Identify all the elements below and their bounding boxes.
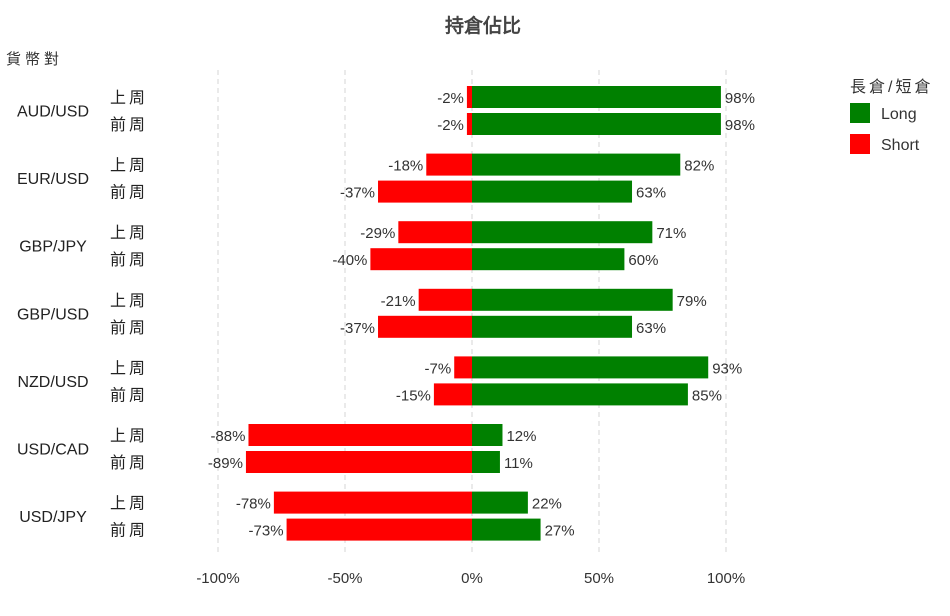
x-tick-label: 100%: [707, 570, 745, 587]
x-tick-label: -50%: [327, 570, 362, 587]
period-label: 上周: [110, 292, 148, 310]
period-label: 前周: [110, 454, 148, 472]
short-value-label: -2%: [437, 90, 464, 107]
period-label: 上周: [110, 495, 148, 513]
category-label: USD/JPY: [19, 509, 87, 526]
long-bar: [472, 315, 633, 338]
long-value-label: 93%: [712, 360, 742, 377]
short-bar: [378, 180, 472, 203]
long-bar: [472, 288, 673, 311]
category-label: EUR/USD: [17, 171, 89, 188]
legend: 長倉/短倉 Long Short: [850, 78, 933, 154]
long-bar: [472, 491, 528, 514]
short-value-label: -37%: [340, 320, 375, 337]
short-value-label: -40%: [332, 252, 367, 269]
period-label: 前周: [110, 116, 148, 134]
long-value-label: 98%: [725, 117, 755, 134]
short-bar: [454, 356, 472, 379]
long-value-label: 60%: [628, 252, 658, 269]
short-bar: [426, 153, 472, 176]
long-value-label: 85%: [692, 387, 722, 404]
long-bar: [472, 221, 653, 244]
long-value-label: 63%: [636, 320, 666, 337]
short-bar: [273, 491, 472, 514]
short-bar: [433, 383, 472, 406]
period-label: 上周: [110, 359, 148, 377]
short-value-label: -7%: [425, 360, 452, 377]
x-tick-label: 0%: [461, 570, 483, 587]
legend-swatch-long: [850, 103, 870, 123]
long-bar: [472, 356, 709, 379]
short-value-label: -37%: [340, 185, 375, 202]
category-label: NZD/USD: [17, 374, 88, 391]
long-value-label: 98%: [725, 90, 755, 107]
short-bar: [378, 315, 472, 338]
category-label: GBP/JPY: [19, 239, 87, 256]
long-bar: [472, 153, 681, 176]
x-tick-label: -100%: [196, 570, 239, 587]
x-axis-ticks: -100% -50% 0% 50% 100%: [196, 570, 745, 587]
category-label: AUD/USD: [17, 104, 89, 121]
category-labels: AUD/USD上周前周EUR/USD上周前周GBP/JPY上周前周GBP/USD…: [17, 89, 148, 540]
short-value-label: -89%: [208, 455, 243, 472]
short-value-label: -21%: [381, 293, 416, 310]
short-bar: [466, 113, 472, 135]
short-value-label: -88%: [210, 428, 245, 445]
legend-label-long: Long: [881, 106, 917, 123]
long-value-label: 79%: [677, 293, 707, 310]
y-axis-label: 貨幣對: [6, 51, 63, 68]
short-bar: [245, 451, 472, 473]
short-bar: [286, 518, 472, 541]
long-value-label: 11%: [504, 455, 533, 472]
short-bar: [398, 221, 472, 244]
period-label: 前周: [110, 184, 148, 202]
short-value-label: -78%: [236, 496, 271, 513]
period-label: 前周: [110, 386, 148, 404]
period-label: 上周: [110, 157, 148, 175]
category-label: USD/CAD: [17, 442, 89, 459]
long-value-label: 82%: [684, 158, 714, 175]
long-bar: [472, 383, 688, 406]
short-value-label: -2%: [437, 117, 464, 134]
chart-title: 持倉佔比: [445, 14, 521, 37]
legend-swatch-short: [850, 134, 870, 154]
short-value-label: -29%: [360, 225, 395, 242]
period-label: 上周: [110, 427, 148, 445]
short-value-label: -73%: [249, 523, 284, 540]
long-bar: [472, 180, 633, 203]
period-label: 前周: [110, 319, 148, 337]
long-bar: [472, 86, 721, 108]
long-bar: [472, 424, 503, 446]
long-bar: [472, 113, 721, 135]
long-bar: [472, 248, 625, 271]
short-value-label: -15%: [396, 387, 431, 404]
period-label: 前周: [110, 522, 148, 540]
category-label: GBP/USD: [17, 306, 89, 323]
long-value-label: 27%: [545, 523, 575, 540]
bars: [245, 86, 721, 541]
long-value-label: 22%: [532, 496, 562, 513]
long-value-label: 63%: [636, 185, 666, 202]
legend-label-short: Short: [881, 137, 920, 154]
data-labels: 98% -2% 98% -2% 82% -18% 63% -37% 71% -29% 60% -40%…: [208, 90, 755, 540]
short-bar: [370, 248, 472, 271]
period-label: 上周: [110, 224, 148, 242]
long-bar: [472, 451, 500, 473]
period-label: 上周: [110, 89, 148, 107]
long-value-label: 71%: [656, 225, 686, 242]
long-value-label: 12%: [506, 428, 536, 445]
legend-title: 長倉/短倉: [850, 78, 933, 96]
short-bar: [248, 424, 472, 446]
short-bar: [418, 288, 472, 311]
grid-lines: [217, 70, 727, 555]
x-tick-label: 50%: [584, 570, 614, 587]
short-bar: [466, 86, 472, 108]
period-label: 前周: [110, 251, 148, 269]
short-value-label: -18%: [388, 158, 423, 175]
long-bar: [472, 518, 541, 541]
